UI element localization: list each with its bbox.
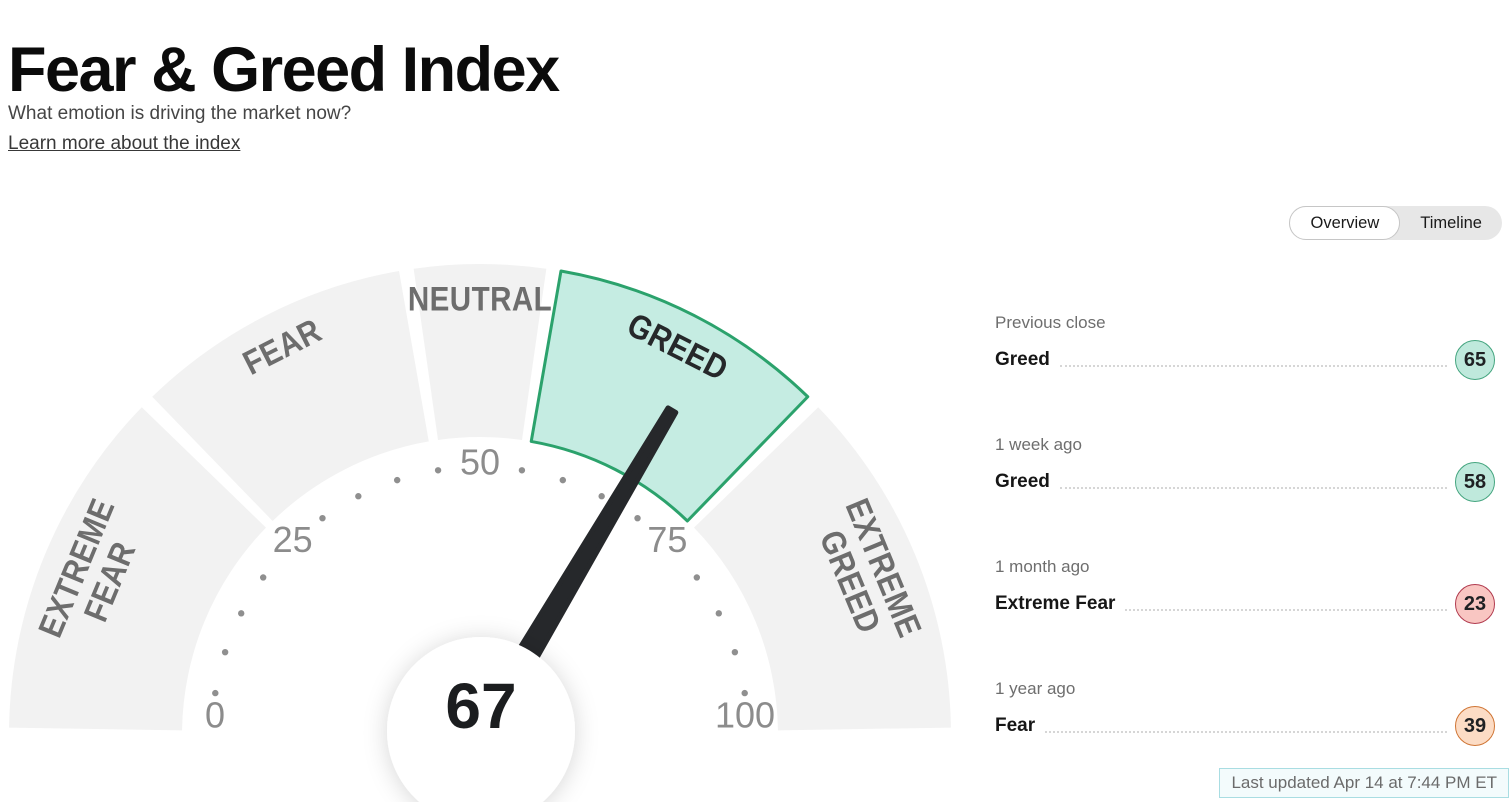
gauge-tick-label-75: 75	[647, 519, 687, 560]
history-rating-label: Greed	[995, 471, 1050, 492]
gauge-dot	[319, 514, 326, 522]
view-toggle: Overview Timeline	[1289, 206, 1502, 240]
history-value-line: Extreme Fear 23	[995, 584, 1495, 624]
gauge-segment-extreme-fear	[9, 407, 266, 731]
gauge-segment-fear	[152, 271, 429, 521]
history-period: 1 year ago	[995, 679, 1076, 698]
history-value-badge: 65	[1455, 340, 1495, 380]
toggle-option-timeline[interactable]: Timeline	[1420, 213, 1482, 232]
gauge-dot	[634, 514, 641, 522]
history-period: 1 week ago	[995, 435, 1082, 454]
toggle-option-overview[interactable]: Overview	[1289, 206, 1401, 240]
history-value-badge: 23	[1455, 584, 1495, 624]
gauge-tick-label-100: 100	[715, 695, 775, 736]
gauge-dot	[693, 574, 701, 581]
history-value-badge: 58	[1455, 462, 1495, 502]
history-row: 1 month ago Extreme Fear 23	[995, 557, 1495, 679]
gauge-dot	[393, 476, 401, 484]
history-row: 1 year ago Fear 39	[995, 679, 1495, 801]
gauge-dot	[518, 467, 526, 474]
gauge-segment-greed	[529, 269, 810, 523]
history-rating-label: Fear	[995, 715, 1036, 736]
gauge-dot	[221, 648, 229, 656]
dotted-leader	[1045, 731, 1447, 733]
history-rating-label: Extreme Fear	[995, 593, 1116, 614]
gauge-dot	[434, 467, 442, 474]
history-rating-label: Greed	[995, 349, 1050, 370]
history-period: Previous close	[995, 313, 1106, 332]
gauge-segment-extreme-greed	[694, 407, 951, 731]
gauge-svg: EXTREMEFEARFEARNEUTRALGREEDEXTREMEGREED0…	[9, 264, 951, 807]
history-row: Previous close Greed 65	[995, 313, 1495, 435]
gauge-value: 67	[445, 670, 516, 742]
dotted-leader	[1059, 487, 1447, 489]
gauge-dot	[741, 689, 748, 697]
gauge-dot	[259, 574, 267, 581]
gauge-dot	[598, 493, 605, 500]
gauge-dot	[238, 610, 245, 617]
dotted-leader	[1059, 365, 1447, 367]
gauge-dot	[212, 689, 219, 697]
gauge-segment-neutral	[413, 264, 547, 440]
gauge-tick-label-25: 25	[273, 519, 313, 560]
gauge-segment-label: NEUTRAL	[408, 280, 552, 318]
learn-more-link[interactable]: Learn more about the index	[8, 133, 241, 154]
history-value-badge: 39	[1455, 706, 1495, 746]
dotted-leader	[1125, 609, 1447, 611]
gauge-dot	[355, 493, 362, 500]
gauge-dot	[731, 648, 739, 656]
history-panel: Previous close Greed 65 1 week ago Greed 58 1 …	[995, 313, 1495, 801]
gauge-tick-label-50: 50	[460, 442, 500, 483]
gauge-center-circle	[387, 637, 575, 807]
last-updated-badge: Last updated Apr 14 at 7:44 PM ET	[1219, 768, 1509, 798]
page-title: Fear & Greed Index	[8, 35, 560, 106]
history-row: 1 week ago Greed 58	[995, 435, 1495, 557]
gauge-dot	[715, 610, 722, 617]
history-value-line: Greed 58	[995, 462, 1495, 502]
gauge-dot	[559, 476, 567, 484]
fear-greed-gauge: EXTREMEFEAR FEAR NEUTRAL GREED EXTREMEGREED 0…	[0, 250, 965, 807]
page-subtitle: What emotion is driving the market now?	[8, 103, 352, 124]
history-period: 1 month ago	[995, 557, 1090, 576]
history-value-line: Greed 65	[995, 340, 1495, 380]
history-value-line: Fear 39	[995, 706, 1495, 746]
gauge-tick-label-0: 0	[205, 695, 225, 736]
